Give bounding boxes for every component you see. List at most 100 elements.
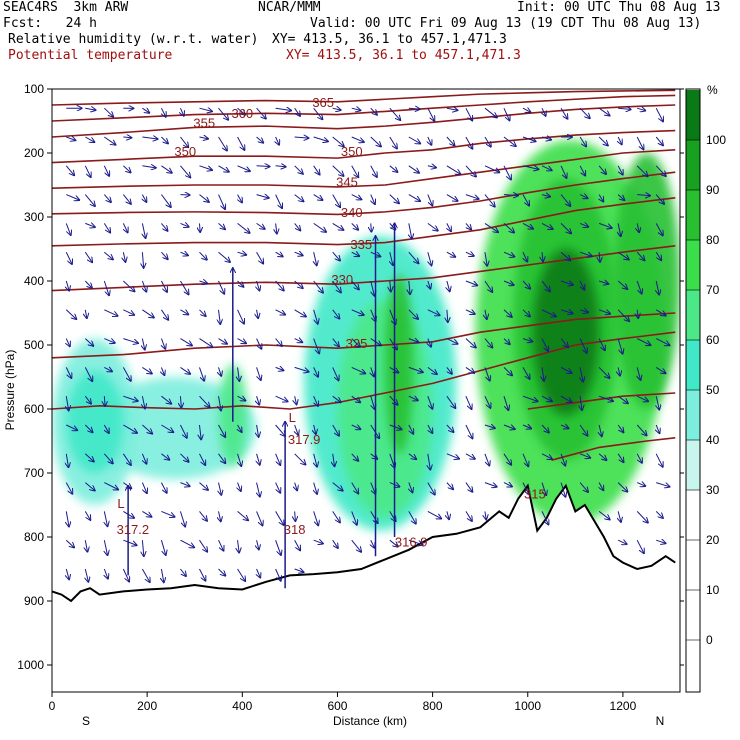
wind-vector [275, 280, 284, 290]
colorbar-unit: % [707, 83, 718, 97]
isentrope-line [52, 312, 676, 359]
wind-vector [617, 309, 629, 321]
wind-vector [617, 165, 623, 175]
wind-vector [541, 424, 549, 433]
wind-vector [332, 108, 341, 110]
wind-vector [351, 338, 360, 347]
wind-vector [180, 280, 188, 294]
wind-vector [180, 310, 188, 315]
wind-vector [65, 539, 74, 547]
colorbar-tick-label: 60 [706, 333, 720, 347]
wind-vector [465, 194, 479, 199]
low-label: L [289, 410, 296, 425]
humidity-region [613, 153, 680, 409]
wind-vector [123, 539, 136, 545]
wind-vector [161, 194, 170, 207]
wind-vector [465, 511, 472, 521]
wind-vector [484, 107, 497, 117]
wind-vector [389, 539, 398, 546]
wind-vector [446, 453, 459, 459]
wind-vector [199, 281, 207, 283]
colorbar: 0 10 20 30 40 50 60 70 80 90 100 [685, 88, 726, 693]
wind-vector [122, 568, 129, 581]
wind-vector [617, 540, 626, 544]
wind-vector [161, 367, 164, 375]
wind-vector [275, 568, 281, 581]
wind-vector [180, 165, 190, 178]
wind-vector [447, 511, 449, 519]
wind-vector [238, 367, 240, 380]
wind-vector [103, 280, 109, 295]
wind-vector [85, 309, 87, 318]
wind-vector [257, 280, 260, 290]
low-label: L [117, 496, 124, 511]
y-tick-label: 500 [24, 338, 44, 352]
wind-vector [446, 338, 458, 344]
wind-vector [180, 136, 188, 147]
wind-vector [142, 280, 146, 292]
wind-vector [219, 511, 221, 521]
wind-vector [141, 568, 149, 582]
isentrope-label: 350 [341, 144, 363, 159]
wind-vector [66, 137, 75, 140]
wind-vector [237, 338, 246, 344]
wind-vector [447, 309, 448, 322]
wind-vector [314, 367, 318, 376]
wind-vector [66, 568, 69, 579]
wind-vector [560, 251, 570, 260]
wind-vector [65, 482, 72, 494]
wind-vector [256, 136, 264, 143]
south-label: S [82, 714, 90, 728]
wind-vector [617, 251, 629, 259]
wind-vector [599, 194, 603, 202]
wind-vector [257, 396, 260, 404]
colorbar-segment [686, 240, 700, 290]
terrain [52, 483, 680, 692]
x-tick-label: 1200 [610, 699, 637, 713]
wind-vector [389, 107, 400, 120]
wind-vector [123, 338, 138, 344]
wind-vector [408, 251, 419, 263]
wind-vector [104, 511, 107, 526]
colorbar-segment [686, 190, 700, 240]
isentrope-label: 335 [350, 237, 372, 252]
colorbar-tick-label: 50 [706, 383, 720, 397]
wind-vector [142, 453, 146, 464]
wind-vector [655, 366, 665, 373]
humidity-region [66, 370, 124, 473]
wind-vector [332, 280, 341, 292]
colorbar-segment [686, 290, 700, 340]
wind-vector [123, 223, 127, 232]
wind-vector [408, 396, 418, 400]
wind-vector [256, 511, 263, 525]
wind-vector [598, 453, 606, 460]
wind-vector [142, 510, 151, 516]
wind-vector [427, 309, 440, 315]
isentrope-label: 345 [336, 174, 358, 189]
wind-vector [218, 568, 226, 576]
y-tick-label: 600 [24, 402, 44, 416]
wind-vector [522, 309, 530, 317]
wind-vector [65, 223, 70, 235]
wind-vector [237, 165, 250, 171]
colorbar-segment [686, 140, 700, 190]
terrain-line [52, 483, 676, 603]
wind-vector [351, 539, 361, 552]
wind-vector [313, 194, 323, 200]
wind-vector [598, 136, 608, 145]
wind-vector [179, 511, 185, 526]
wind-vector [408, 511, 416, 523]
wind-vector [294, 137, 309, 138]
wind-vector [199, 395, 209, 407]
wind-vector [180, 107, 183, 115]
humidity-region [532, 249, 600, 416]
fcst-label: Fcst: 24 h [3, 16, 97, 31]
wind-vector [314, 424, 316, 434]
wind-vector [332, 539, 338, 548]
colorbar-segment [686, 440, 700, 490]
wind-vector [199, 424, 201, 439]
wind-vector [560, 281, 573, 285]
wind-vector [598, 395, 613, 401]
wind-vector [313, 309, 318, 324]
wind-vector [484, 482, 497, 487]
